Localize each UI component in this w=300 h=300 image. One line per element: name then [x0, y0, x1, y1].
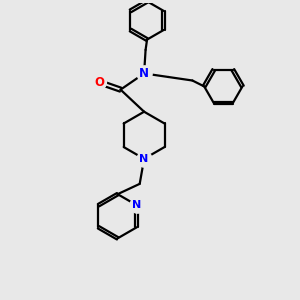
Text: N: N	[132, 200, 141, 210]
Text: N: N	[139, 67, 149, 80]
Text: N: N	[140, 154, 149, 164]
Text: O: O	[94, 76, 104, 89]
